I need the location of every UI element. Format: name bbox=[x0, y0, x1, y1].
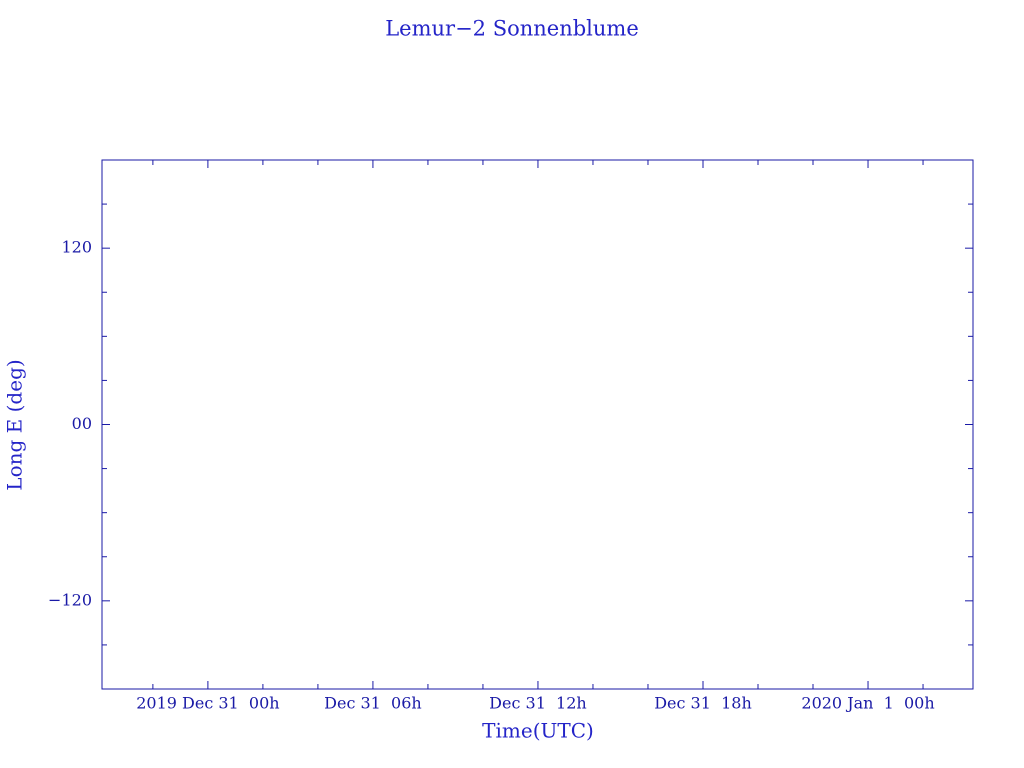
x-tick-label: 2020 Jan 1 00h bbox=[801, 694, 934, 713]
chart-title: Lemur−2 Sonnenblume bbox=[385, 17, 639, 41]
plot-frame bbox=[101, 159, 974, 690]
y-tick-label: 120 bbox=[61, 238, 92, 257]
x-tick-label: Dec 31 06h bbox=[324, 694, 422, 713]
x-tick-label: Dec 31 12h bbox=[489, 694, 587, 713]
x-axis-label: Time(UTC) bbox=[482, 719, 594, 743]
y-axis-label: Long E (deg) bbox=[3, 359, 27, 490]
x-tick-label: Dec 31 18h bbox=[654, 694, 752, 713]
x-tick-label: 2019 Dec 31 00h bbox=[136, 694, 279, 713]
y-tick-label: 00 bbox=[72, 414, 92, 433]
y-tick-label: −120 bbox=[48, 590, 92, 609]
